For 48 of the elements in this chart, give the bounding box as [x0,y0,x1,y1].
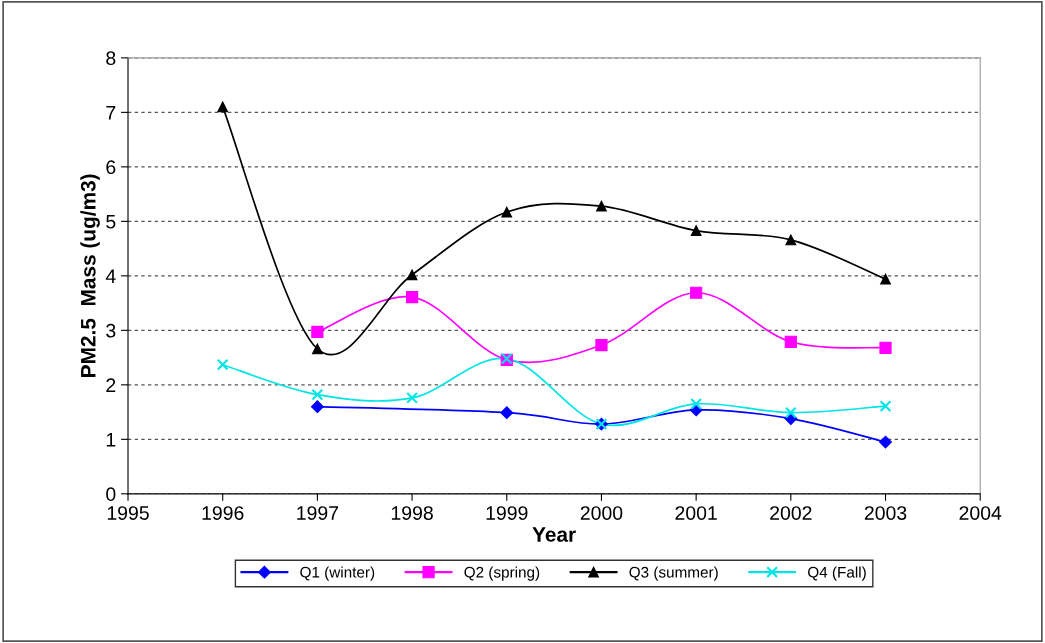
point [595,338,608,352]
y-tick-label: 1 [106,433,116,447]
x-tick-label: 2003 [864,506,907,520]
x-tick-label: 1995 [107,506,149,520]
legend-label: Q3 (summer) [629,566,718,581]
x-tick-label: 1999 [486,506,528,520]
point [690,398,703,410]
x-tick-label: 1997 [297,506,339,520]
point [406,392,418,404]
x-tick-label: 1998 [391,506,433,520]
point [310,400,324,414]
point [879,341,892,354]
point [785,234,797,246]
point [690,286,703,299]
y-tick-label: 4 [105,269,116,283]
legend-label: Q4 (Fall) [808,566,866,581]
point [405,290,419,304]
point [216,358,229,371]
x-tick-label: 2004 [959,506,1002,520]
point [880,273,891,285]
x-tick-label: 1996 [202,506,244,520]
point [311,325,324,339]
y-axis-title: PM2.5 Mass (ug/m3) [80,174,100,377]
point [217,101,229,113]
point [501,206,513,218]
point [406,269,418,281]
point [784,406,797,419]
point [690,225,702,237]
point [596,200,607,212]
point [311,343,323,355]
legend-label: Q2 (spring) [464,566,540,581]
point [311,388,324,401]
point [500,406,514,420]
y-tick-label: 3 [106,323,116,338]
x-tick-label: 2000 [580,506,623,520]
x-tick-label: 2001 [675,506,717,520]
y-tick-label: 7 [106,106,116,120]
x-axis-title: Year [532,527,576,542]
point [879,435,892,449]
legend-label: Q1 (winter) [300,566,375,581]
point [879,400,892,412]
y-tick-label: 6 [106,160,116,175]
point [784,335,797,348]
y-tick-label: 5 [106,215,116,229]
y-tick-label: 2 [106,378,116,392]
y-tick-label: 0 [106,487,116,502]
y-tick-label: 8 [106,51,116,66]
x-tick-label: 2002 [770,506,812,520]
